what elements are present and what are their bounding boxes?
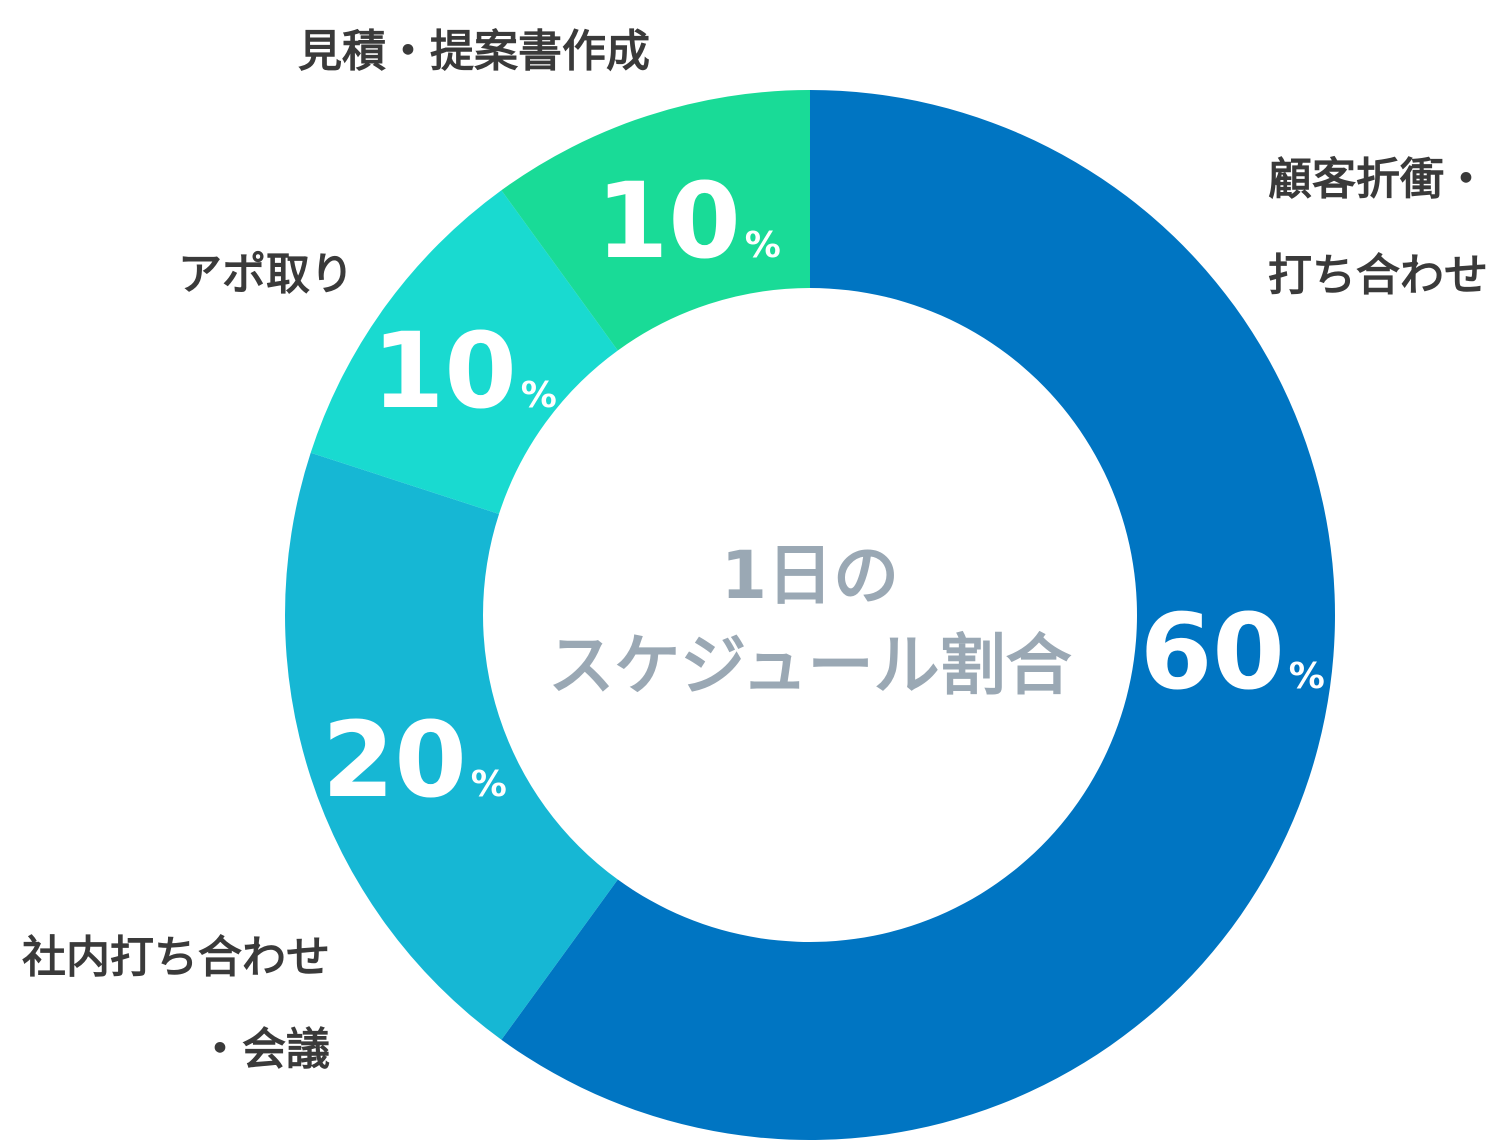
percent-value-2: 10 [372, 310, 517, 432]
segment-label-2-line-0: アポ取り [178, 249, 354, 300]
percent-value-3: 10 [596, 160, 741, 282]
center-title-line-2: スケジュール割合 [548, 627, 1071, 704]
segment-label-0-line-0: 顧客折衝・ [1268, 154, 1488, 205]
center-title-line-1: 1日の [721, 537, 899, 614]
percent-unit-1: % [471, 764, 507, 805]
percent-label-0: 60% [1140, 591, 1325, 713]
slice-0 [501, 90, 1336, 1140]
segment-label-3-line-0: 見積・提案書作成 [298, 26, 650, 77]
percent-label-1: 20% [322, 699, 507, 821]
segment-label-1-line-1: ・会議 [198, 1024, 330, 1075]
slice-3 [501, 90, 810, 351]
percent-value-0: 60 [1140, 591, 1285, 713]
percent-unit-2: % [521, 375, 557, 416]
percent-unit-3: % [745, 225, 781, 266]
segment-label-1-line-0: 社内打ち合わせ [22, 932, 330, 983]
center-title: 1日の スケジュール割合 [548, 537, 1071, 704]
donut-slices [285, 90, 1336, 1140]
slice-1 [285, 452, 618, 1040]
percent-unit-0: % [1289, 656, 1325, 697]
segment-label-0-line-1: 打ち合わせ [1268, 250, 1488, 301]
percent-labels: 60 %20 %10 %10% [322, 160, 1325, 821]
percent-value-1: 20 [322, 699, 467, 821]
percent-label-3: 10% [596, 160, 781, 282]
slice-2 [310, 190, 618, 514]
percent-label-2: 10% [372, 310, 557, 432]
